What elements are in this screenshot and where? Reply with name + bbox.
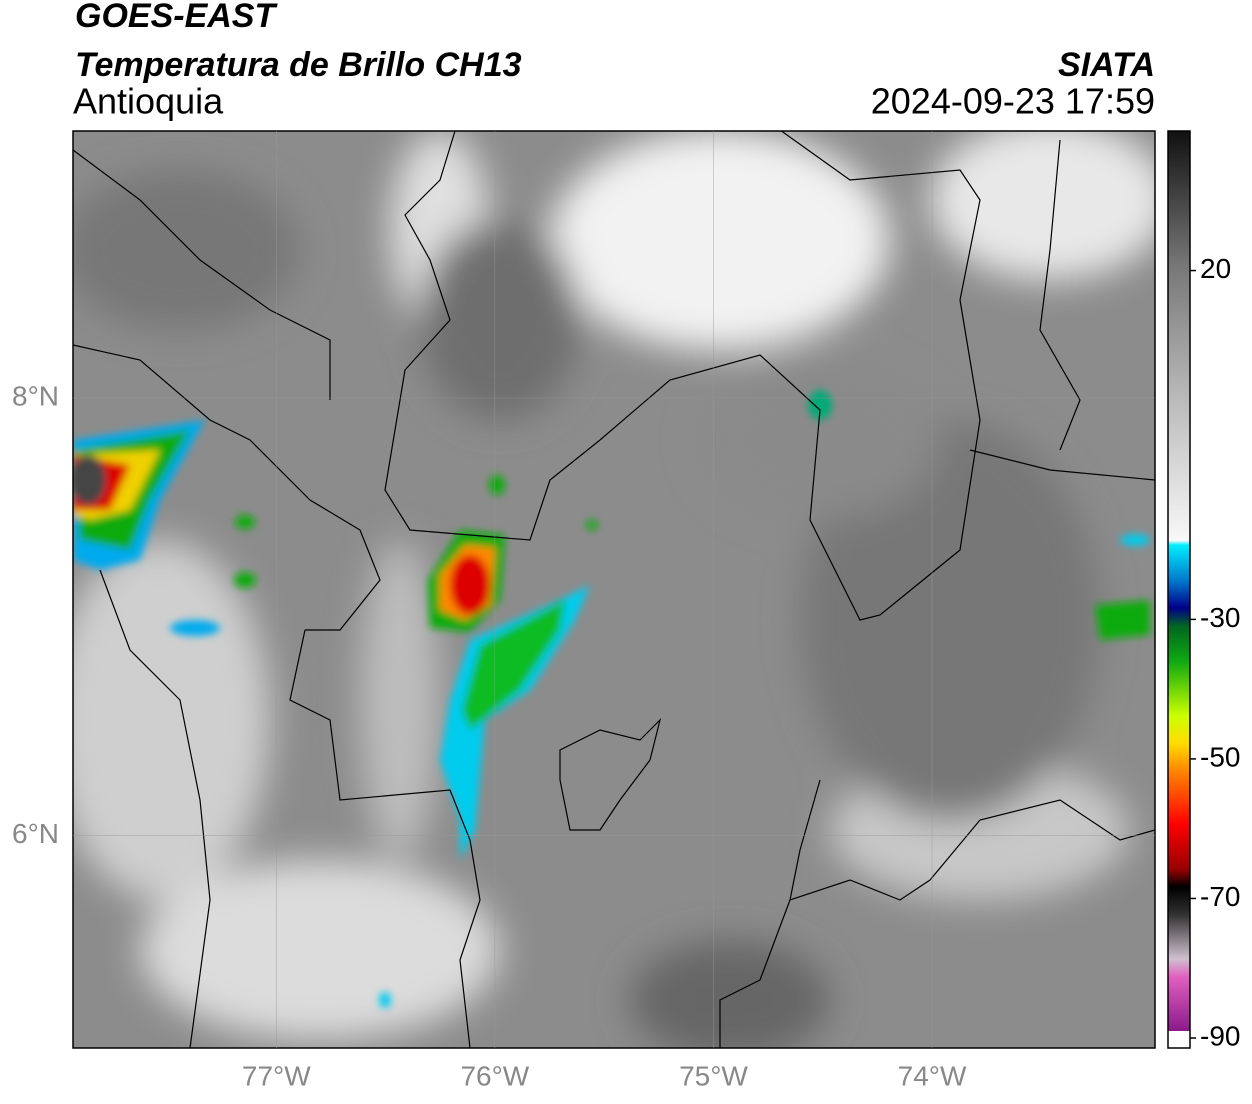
agency: SIATA (1058, 46, 1155, 84)
title: GOES-EAST (75, 0, 278, 35)
timestamp: 2024-09-23 17:59 (871, 81, 1155, 122)
subtitle: Temperatura de Brillo CH13 (75, 46, 522, 84)
colorbar-tick-label: -50 (1200, 741, 1240, 772)
y-tick-label: 6°N (12, 818, 59, 849)
colorbar-tick-label: -30 (1200, 602, 1240, 633)
colorbar-extension (1168, 1031, 1190, 1048)
colorbar-tick-label: -70 (1200, 881, 1240, 912)
region: Antioquia (73, 81, 224, 122)
colorbar (1168, 131, 1190, 1031)
colorbar-tick-label: 20 (1200, 253, 1231, 284)
colorbar-tick-label: -90 (1200, 1020, 1240, 1051)
x-tick-label: 75°W (679, 1060, 748, 1091)
colorbar-frame (1167, 130, 1191, 1049)
x-tick-label: 74°W (898, 1060, 967, 1091)
x-tick-label: 77°W (242, 1060, 311, 1091)
satellite-image (73, 131, 1155, 1048)
map-frame (72, 130, 1156, 1049)
x-tick-label: 76°W (460, 1060, 529, 1091)
y-tick-label: 8°N (12, 380, 59, 411)
